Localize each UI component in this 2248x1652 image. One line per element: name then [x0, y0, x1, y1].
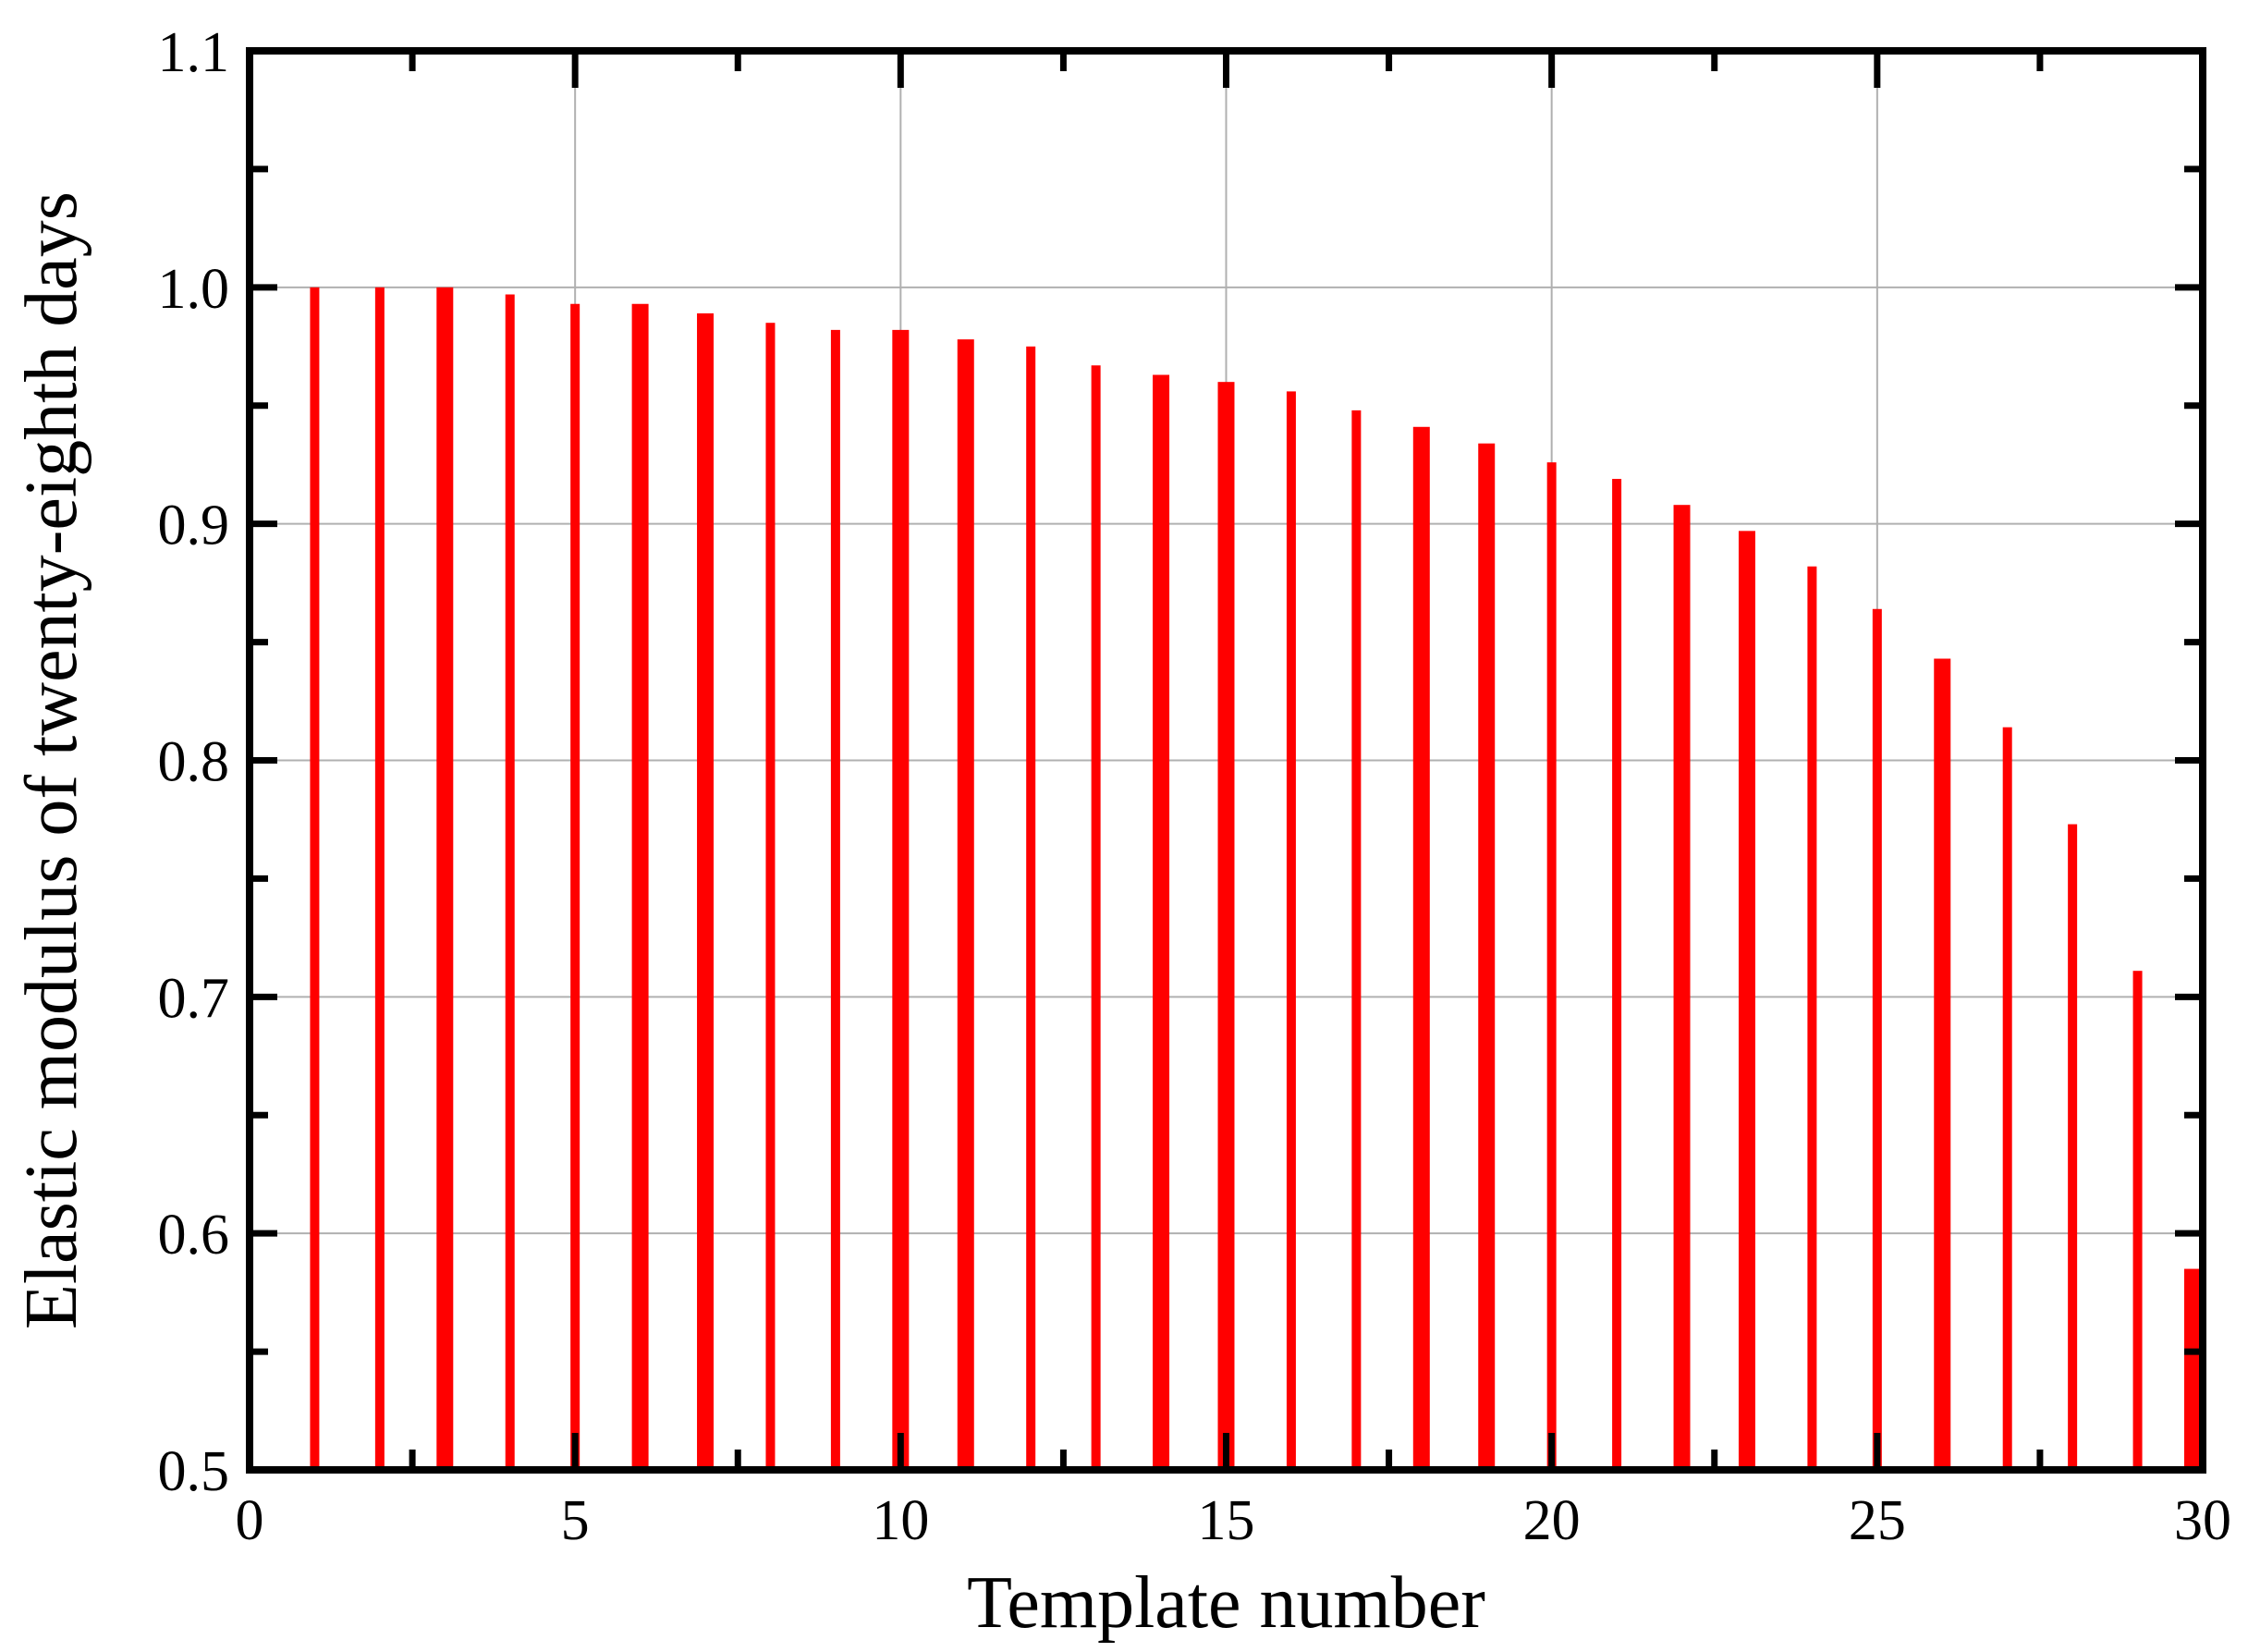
x-tick-label: 0	[236, 1489, 264, 1552]
bar	[1217, 382, 1235, 1471]
bar	[1412, 426, 1430, 1470]
y-tick-label: 0.9	[158, 495, 230, 557]
bar	[631, 303, 649, 1470]
bar	[1026, 346, 1036, 1471]
bar	[1546, 462, 1557, 1470]
x-tick-label: 10	[872, 1489, 929, 1552]
x-tick-label: 15	[1198, 1489, 1255, 1552]
x-axis-title: Template number	[967, 1562, 1485, 1644]
bar	[2184, 1268, 2201, 1470]
y-tick-label: 0.5	[158, 1440, 230, 1503]
y-tick-label: 0.6	[158, 1204, 230, 1267]
x-tick-label: 5	[561, 1489, 590, 1552]
x-tick-label: 30	[2174, 1489, 2231, 1552]
y-tick-label: 0.8	[158, 731, 230, 794]
bar	[310, 287, 320, 1470]
bar	[1351, 410, 1362, 1470]
bar	[1934, 658, 1951, 1470]
bar	[1153, 374, 1170, 1470]
bar	[1872, 608, 1882, 1470]
bar	[892, 329, 910, 1471]
bar	[436, 287, 454, 1470]
bar	[505, 294, 515, 1471]
y-tick-label: 1.1	[158, 21, 230, 84]
bar	[957, 339, 974, 1470]
x-tick-label: 25	[1849, 1489, 1906, 1552]
bar	[1091, 365, 1101, 1471]
bar	[1738, 531, 1755, 1470]
bar	[2002, 727, 2012, 1470]
bar	[830, 329, 840, 1471]
bar	[697, 312, 715, 1471]
tick-labels: 0 5 10 15 20 25 30 0.5 0.6 0.7 0.8 0.9 1.0 1.1	[158, 21, 2232, 1552]
bar	[1807, 566, 1817, 1470]
bar	[1612, 479, 1622, 1470]
bar	[2132, 971, 2143, 1470]
bar	[570, 303, 580, 1470]
bar	[1673, 505, 1691, 1471]
bar	[1478, 443, 1496, 1470]
x-tick-label: 20	[1523, 1489, 1581, 1552]
y-tick-label: 1.0	[158, 258, 230, 321]
y-axis-title: Elastic modulus of twenty-eighth days	[11, 191, 92, 1329]
bar	[765, 323, 776, 1470]
bar	[2068, 824, 2078, 1470]
bars	[310, 287, 2201, 1471]
bar	[374, 287, 385, 1470]
bar	[1286, 391, 1296, 1470]
ticks	[246, 47, 2206, 1474]
y-tick-label: 0.7	[158, 967, 230, 1030]
